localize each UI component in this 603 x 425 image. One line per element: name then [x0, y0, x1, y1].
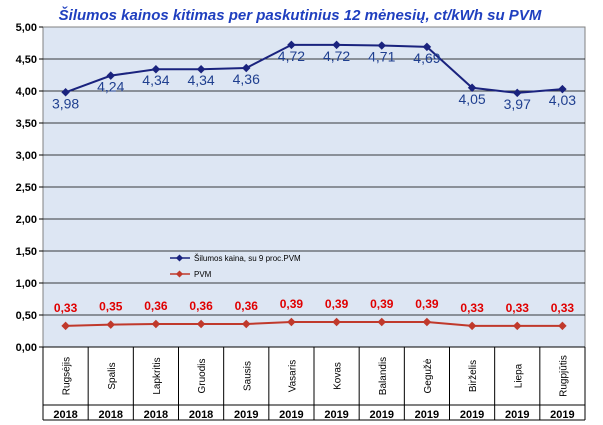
data-point	[422, 42, 432, 52]
data-label: 0,39	[415, 297, 439, 311]
x-tick-label: Liepa	[513, 363, 524, 388]
year-label: 2018	[144, 409, 168, 421]
year-label: 2019	[460, 409, 484, 421]
x-tick-label: Lapkritis	[152, 357, 163, 394]
data-label: 0,39	[325, 297, 349, 311]
data-point	[287, 40, 296, 50]
y-tick-label: 2,00	[16, 214, 37, 226]
y-tick-label: 0,00	[16, 342, 37, 354]
data-point	[467, 321, 477, 331]
data-label: 0,39	[280, 297, 304, 311]
legend-marker	[175, 270, 184, 278]
x-tick-label: Gruodis	[197, 358, 208, 393]
data-label: 4,69	[413, 50, 440, 66]
plot-area: 0,00 0,50 1,00 1,50 2,00 2,50 3,00 3,50 4,00 4,50…	[16, 22, 586, 421]
data-point	[242, 63, 251, 73]
data-label: 3,97	[504, 96, 531, 112]
data-label: 0,35	[99, 300, 123, 314]
data-point	[332, 317, 341, 327]
data-point	[558, 321, 567, 331]
year-label: 2018	[189, 409, 213, 421]
data-point	[61, 88, 70, 97]
legend-marker	[175, 254, 184, 262]
series-line	[65, 321, 563, 327]
year-label: 2019	[234, 409, 258, 421]
x-tick-label: Gegužė	[423, 358, 434, 393]
y-tick-label: 5,00	[16, 22, 37, 34]
data-label: 0,36	[189, 299, 213, 313]
x-tick-label: Kovas	[333, 362, 344, 390]
year-label: 2019	[370, 409, 394, 421]
y-tick-label: 4,50	[16, 54, 37, 66]
data-label: 0,39	[370, 297, 394, 311]
y-tick-label: 3,50	[16, 118, 37, 130]
year-label: 2018	[53, 409, 77, 421]
data-point	[377, 317, 386, 327]
x-tick-label: Vasaris	[287, 360, 298, 393]
x-tick-label: Rugsėjis	[62, 357, 73, 395]
y-tick-label: 0,50	[16, 310, 37, 322]
data-point	[242, 319, 251, 329]
year-label: 2019	[505, 409, 529, 421]
x-tick-label: Balandis	[378, 357, 389, 395]
year-label: 2019	[279, 409, 303, 421]
data-label: 4,03	[549, 92, 576, 108]
data-label: 4,34	[142, 72, 169, 88]
data-label: 4,34	[187, 72, 214, 88]
data-label: 0,36	[144, 299, 168, 313]
y-tick-label: 3,00	[16, 150, 37, 162]
year-label: 2019	[324, 409, 348, 421]
data-point	[151, 64, 161, 74]
year-label: 2018	[99, 409, 123, 421]
y-tick-label: 1,50	[16, 246, 37, 258]
y-tick-label: 2,50	[16, 182, 37, 194]
x-tick-label: Spalis	[107, 362, 118, 389]
x-tick-label: Birželis	[468, 360, 479, 392]
data-point	[467, 83, 477, 93]
data-label: 4,71	[368, 49, 395, 65]
x-tick-label: Rugpjūtis	[558, 355, 569, 397]
data-label: 4,24	[97, 79, 124, 95]
data-label: 0,33	[54, 301, 78, 315]
year-label: 2019	[415, 409, 439, 421]
data-label: 4,72	[323, 48, 350, 64]
chart-title: Šilumos kainos kitimas per paskutinius 1…	[59, 6, 542, 24]
data-label: 4,05	[458, 91, 485, 107]
data-point	[196, 319, 206, 329]
x-tick-label: Sausis	[242, 361, 253, 391]
data-label: 4,36	[233, 71, 260, 87]
data-point	[287, 317, 296, 327]
data-label: 3,98	[52, 95, 79, 111]
y-tick-label: 4,00	[16, 86, 37, 98]
data-point	[106, 320, 115, 329]
data-label: 0,33	[460, 301, 484, 315]
data-label: 0,36	[235, 299, 259, 313]
year-label: 2019	[550, 409, 574, 421]
data-label: 0,33	[551, 301, 575, 315]
data-point	[422, 317, 432, 327]
data-point	[513, 321, 522, 331]
data-point	[196, 64, 206, 74]
data-point	[377, 41, 386, 50]
data-point	[332, 40, 341, 50]
data-point	[106, 71, 115, 80]
legend-entry: PVM	[194, 270, 212, 279]
series-line	[65, 43, 563, 94]
data-label: 0,33	[506, 301, 530, 315]
legend-entry: Šilumos kaina, su 9 proc.PVM	[194, 254, 301, 263]
data-label: 4,72	[278, 48, 305, 64]
y-tick-label: 1,00	[16, 278, 37, 290]
legend: Šilumos kaina, su 9 proc.PVM PVM	[170, 254, 301, 279]
data-point	[151, 319, 161, 329]
